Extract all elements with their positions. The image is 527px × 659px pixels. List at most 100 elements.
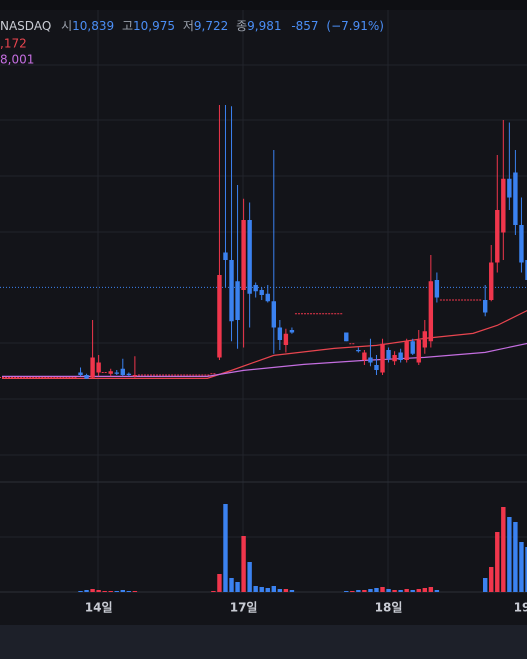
volume-bar — [259, 587, 264, 592]
volume-bar — [404, 589, 409, 592]
candle-body — [259, 290, 264, 295]
candle-body — [380, 343, 385, 373]
volume-bar — [96, 590, 101, 592]
x-tick-label: 19일 — [514, 601, 527, 615]
volume-bar — [380, 587, 385, 592]
volume-bar — [392, 590, 397, 592]
symbol: NASDAQ — [0, 19, 51, 33]
volume-bar — [428, 587, 434, 592]
value: 9,722 — [194, 19, 228, 33]
marks — [0, 105, 527, 592]
value: 10,839 — [72, 19, 114, 33]
volume-bar — [416, 589, 421, 592]
volume-bar — [289, 590, 295, 592]
candle-body — [223, 252, 228, 260]
candle-body — [386, 350, 391, 359]
volume-bar — [386, 589, 391, 592]
legend-entry: ,172 — [0, 37, 27, 51]
volume-bar — [223, 504, 228, 592]
candle-body — [422, 331, 427, 348]
candle-body — [90, 357, 95, 378]
x-tick-label: 17일 — [230, 601, 258, 615]
candle-body — [277, 327, 283, 340]
candle-body — [519, 225, 524, 263]
volume-bar — [108, 591, 113, 592]
volume-bar — [513, 522, 518, 592]
change: -857 — [291, 19, 318, 33]
candle-body — [356, 350, 361, 352]
volume-bar — [241, 536, 246, 592]
volume-bar — [344, 591, 349, 592]
candle-body — [410, 341, 415, 354]
candle-body — [265, 293, 270, 302]
candle-body — [78, 372, 83, 375]
candle-body — [392, 355, 397, 362]
candle-body — [434, 280, 440, 298]
candle-body — [513, 172, 518, 225]
candle-body — [495, 210, 500, 263]
volume-bar — [368, 589, 373, 592]
volume-bar — [265, 588, 270, 592]
volume-bar — [501, 507, 506, 592]
candle-body — [501, 178, 506, 233]
candle-body — [344, 332, 349, 342]
bottom-bar — [0, 625, 527, 659]
volume-bar — [410, 590, 415, 592]
volume-bar — [356, 590, 361, 592]
ma-line — [2, 342, 527, 377]
candle-body — [398, 352, 403, 360]
volume-bar — [114, 591, 119, 592]
candle-body — [84, 375, 89, 379]
volume-bar — [78, 591, 83, 592]
candle-body — [108, 371, 113, 374]
header: NASDAQ 시10,839 고10,975 저9,722 종9,981 -85… — [0, 19, 384, 33]
volume-bar — [120, 590, 125, 592]
candle-body — [120, 368, 125, 375]
candle-body — [96, 362, 101, 373]
volume-bar — [362, 590, 367, 592]
candle-body — [428, 281, 434, 342]
volume-bar — [126, 591, 132, 592]
value: 9,981 — [247, 19, 281, 33]
volume-bar — [507, 517, 512, 592]
volume-bar — [90, 589, 95, 592]
volume-bar — [235, 582, 240, 592]
value: 10,975 — [133, 19, 175, 33]
label: 저 — [183, 19, 194, 33]
volume-bar — [102, 591, 107, 592]
candle-body — [362, 352, 367, 360]
volume-bar — [253, 586, 258, 592]
candle-body — [374, 365, 379, 370]
candle-body — [217, 275, 222, 358]
candle-body — [241, 220, 246, 290]
candle-body — [404, 341, 409, 360]
grid — [0, 10, 527, 592]
volume-bar — [350, 591, 355, 592]
change-pct: (−7.91%) — [326, 19, 384, 33]
top-bar — [0, 0, 527, 10]
candle-body — [368, 357, 373, 363]
volume-bar — [519, 542, 524, 592]
candle-body — [114, 372, 119, 374]
candle-body — [507, 178, 512, 198]
volume-bar — [283, 589, 289, 592]
candle-body — [271, 301, 276, 328]
volume-bar — [398, 590, 403, 592]
volume-bar — [132, 591, 138, 592]
volume-bar — [84, 590, 89, 592]
volume-bar — [434, 590, 440, 592]
candle-body — [489, 262, 494, 300]
volume-bar — [277, 589, 283, 592]
candle-body — [253, 285, 258, 292]
candle-body — [483, 300, 488, 313]
volume-bar — [422, 588, 427, 592]
label: 종 — [236, 19, 247, 33]
x-tick-label: 14일 — [85, 601, 113, 615]
volume-bar — [217, 574, 222, 592]
volume-bar — [495, 532, 500, 592]
volume-bar — [489, 567, 494, 592]
label: 고 — [122, 19, 133, 33]
volume-bar — [271, 586, 276, 592]
